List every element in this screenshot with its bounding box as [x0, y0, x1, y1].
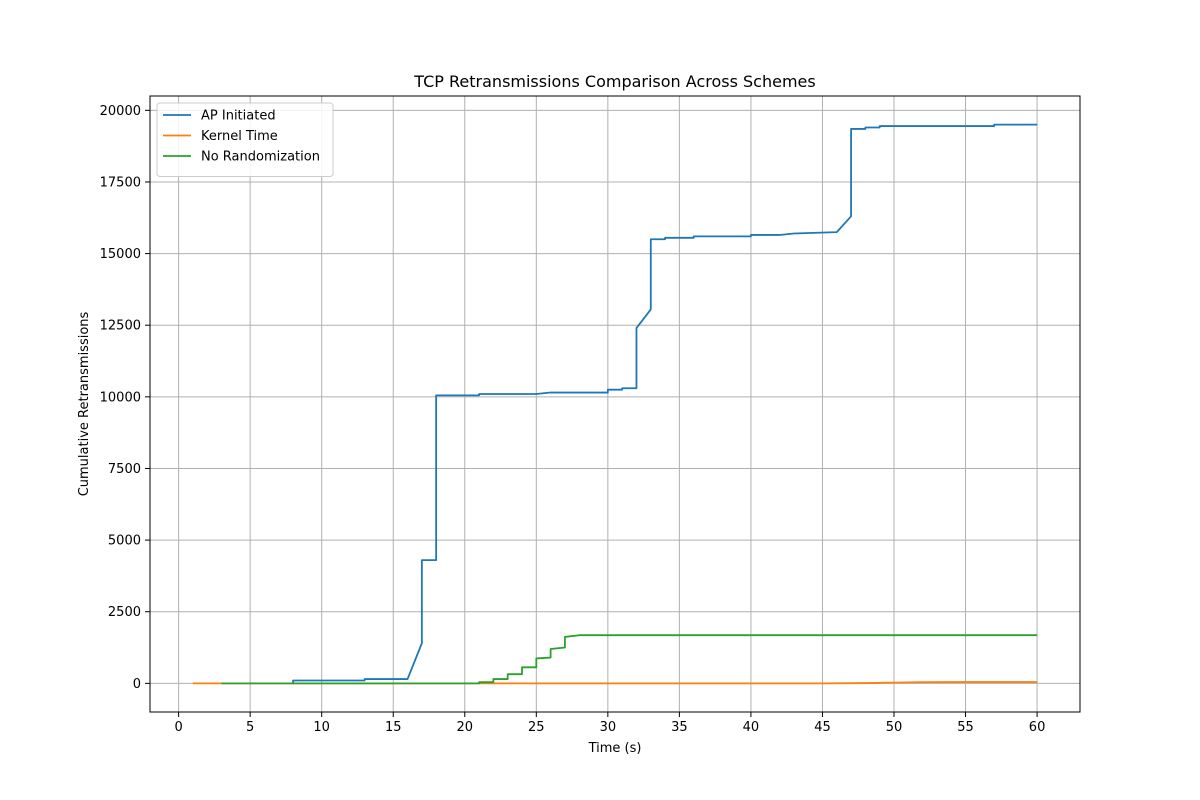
x-tick-label: 0 [174, 720, 182, 735]
legend-entry: AP Initiated [201, 109, 276, 124]
x-tick-label: 25 [528, 720, 545, 735]
y-tick-label: 20000 [100, 104, 141, 119]
grid [150, 96, 1080, 712]
x-tick-label: 40 [743, 720, 760, 735]
x-tick-label: 15 [385, 720, 402, 735]
y-axis-label: Cumulative Retransmissions [77, 311, 92, 496]
x-tick-label: 55 [957, 720, 974, 735]
legend-entry: Kernel Time [201, 129, 278, 144]
series-line-no-randomization [221, 634, 1038, 685]
x-tick-label: 45 [814, 720, 831, 735]
x-tick-label: 30 [600, 720, 617, 735]
series-line-ap-initiated [292, 123, 1038, 684]
legend-entry: No Randomization [201, 150, 320, 165]
x-tick-label: 5 [246, 720, 254, 735]
y-tick-label: 2500 [108, 605, 141, 620]
x-axis-label: Time (s) [588, 741, 642, 756]
y-tick-label: 0 [133, 677, 141, 692]
plot-series [192, 123, 1038, 685]
chart-title: TCP Retransmissions Comparison Across Sc… [413, 72, 815, 91]
y-tick-label: 15000 [100, 247, 141, 262]
legend: AP Initiated Kernel Time No Randomization [156, 102, 334, 177]
x-tick-label: 60 [1029, 720, 1046, 735]
x-tick-label: 20 [456, 720, 473, 735]
x-tick-label: 50 [886, 720, 903, 735]
y-tick-label: 5000 [108, 534, 141, 549]
axis-ticks: 0 5 10 15 20 25 30 35 40 45 50 55 60 0 2500 5000 7500 100… [100, 104, 1046, 735]
y-tick-label: 12500 [100, 319, 141, 334]
y-tick-label: 17500 [100, 175, 141, 190]
legend-box [156, 102, 334, 177]
y-tick-label: 10000 [100, 390, 141, 405]
x-tick-label: 10 [313, 720, 330, 735]
plot-frame [149, 95, 1081, 713]
y-tick-label: 7500 [108, 462, 141, 477]
x-tick-label: 35 [671, 720, 688, 735]
series-line-kernel-time [192, 681, 1038, 685]
